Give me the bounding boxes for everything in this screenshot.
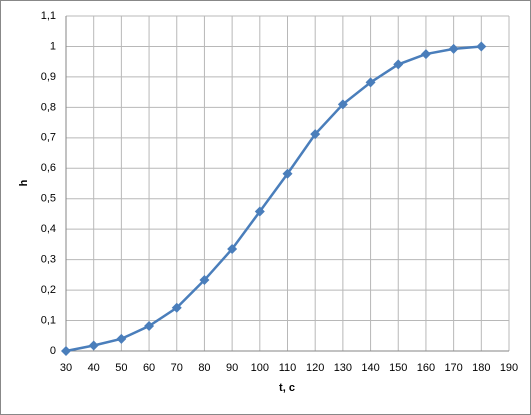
x-tick-label: 70 bbox=[171, 362, 183, 374]
x-tick-label: 100 bbox=[251, 362, 269, 374]
y-tick-label: 0 bbox=[50, 345, 56, 357]
x-tick-label: 130 bbox=[334, 362, 352, 374]
data-marker bbox=[282, 168, 293, 179]
y-tick-label: 0,8 bbox=[41, 101, 56, 113]
y-tick-label: 0,1 bbox=[41, 314, 56, 326]
data-marker bbox=[171, 302, 182, 313]
data-marker bbox=[144, 321, 155, 332]
x-tick-label: 140 bbox=[361, 362, 379, 374]
data-marker bbox=[420, 49, 431, 60]
x-tick-label: 40 bbox=[88, 362, 100, 374]
y-tick-label: 0,4 bbox=[41, 223, 56, 235]
x-tick-label: 170 bbox=[444, 362, 462, 374]
x-tick-label: 110 bbox=[279, 362, 297, 374]
y-tick-label: 0,7 bbox=[41, 132, 56, 144]
data-line bbox=[65, 45, 482, 353]
y-tick-label: 0,3 bbox=[41, 254, 56, 266]
x-tick-label: 160 bbox=[417, 362, 435, 374]
data-marker bbox=[61, 346, 71, 356]
data-marker bbox=[310, 129, 321, 140]
x-axis-label: t, c bbox=[279, 382, 295, 394]
y-tick-label: 0,5 bbox=[41, 193, 56, 205]
y-tick-label: 1 bbox=[50, 40, 56, 52]
data-marker bbox=[199, 275, 210, 286]
x-tick-label: 180 bbox=[472, 362, 490, 374]
x-tick-label: 90 bbox=[226, 362, 238, 374]
data-marker bbox=[393, 59, 404, 70]
x-tick-label: 80 bbox=[198, 362, 210, 374]
data-marker bbox=[116, 333, 127, 344]
y-tick-label: 0,2 bbox=[41, 284, 56, 296]
data-marker bbox=[337, 99, 348, 110]
x-tick-label: 60 bbox=[143, 362, 155, 374]
data-marker bbox=[476, 41, 487, 52]
data-marker bbox=[88, 340, 99, 351]
x-tick-label: 150 bbox=[389, 362, 407, 374]
y-tick-label: 1,1 bbox=[41, 10, 56, 22]
x-tick-label: 50 bbox=[115, 362, 127, 374]
x-tick-label: 120 bbox=[306, 362, 324, 374]
y-tick-label: 0,6 bbox=[41, 162, 56, 174]
y-tick-label: 0,9 bbox=[41, 71, 56, 83]
data-marker bbox=[227, 243, 238, 254]
data-marker bbox=[448, 43, 459, 54]
data-marker bbox=[254, 206, 265, 217]
x-tick-label: 30 bbox=[60, 362, 72, 374]
y-axis-label: h bbox=[18, 179, 30, 186]
x-tick-label: 190 bbox=[500, 362, 518, 374]
data-marker bbox=[365, 77, 376, 88]
